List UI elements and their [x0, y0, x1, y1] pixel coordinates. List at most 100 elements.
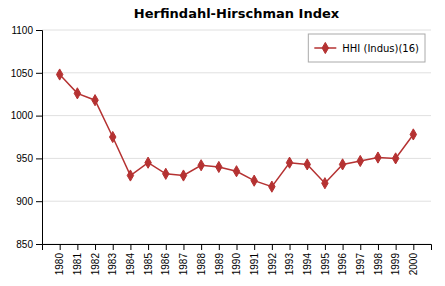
- tick-label: 1999: [390, 253, 401, 276]
- tick-label: 1983: [107, 253, 118, 276]
- tick-label: 1984: [125, 253, 136, 276]
- tick-label: 1993: [284, 253, 295, 276]
- point: [92, 95, 98, 106]
- tick-label: 1998: [373, 253, 384, 276]
- tick: 1980: [54, 244, 65, 275]
- tick-label: 1996: [337, 253, 348, 276]
- plot-area: [56, 69, 416, 192]
- tick-mark: [360, 244, 361, 250]
- tick-label: 950: [16, 153, 33, 164]
- chart-container: Herfindahl-Hirschman Index 1980 1981 1982 19…: [0, 0, 445, 286]
- point: [74, 88, 80, 99]
- point: [198, 160, 204, 171]
- tick: 1986: [160, 244, 171, 275]
- point: [127, 170, 133, 181]
- point: [357, 155, 363, 166]
- tick-mark: [307, 244, 308, 250]
- tick-label: 1997: [355, 253, 366, 276]
- legend-label: HHI (Indus)(16): [342, 43, 419, 54]
- tick: 1992: [267, 244, 278, 275]
- tick-mark: [95, 244, 96, 250]
- tick-mark: [36, 73, 42, 74]
- tick-label: 1994: [302, 253, 313, 276]
- tick: 1989: [214, 244, 225, 275]
- tick-label: 1980: [54, 253, 65, 276]
- tick: 950: [16, 153, 42, 164]
- tick: 2000: [408, 244, 419, 275]
- tick-mark: [166, 244, 167, 250]
- tick-mark: [290, 244, 291, 250]
- tick-label: 1990: [231, 253, 242, 276]
- y-axis: 850 900 950 1000 1050 1100: [11, 25, 43, 250]
- tick-mark: [77, 244, 78, 250]
- tick-mark: [413, 244, 414, 250]
- line: [60, 75, 414, 187]
- markers: [56, 69, 416, 192]
- tick-mark: [343, 244, 344, 250]
- tick-mark: [183, 244, 184, 250]
- tick: 1000: [11, 110, 42, 121]
- tick-mark: [219, 244, 220, 250]
- tick-mark: [272, 244, 273, 250]
- tick-mark: [396, 244, 397, 250]
- point: [269, 181, 275, 192]
- chart: Herfindahl-Hirschman Index 1980 1981 1982 19…: [0, 0, 445, 286]
- title: Herfindahl-Hirschman Index: [134, 6, 340, 21]
- tick-mark: [237, 244, 238, 250]
- tick-label: 1989: [214, 253, 225, 276]
- tick-label: 1992: [267, 253, 278, 276]
- point: [251, 175, 257, 186]
- tick: 1983: [107, 244, 118, 275]
- tick-mark: [113, 244, 114, 250]
- point: [375, 152, 381, 163]
- tick: 1997: [355, 244, 366, 275]
- axis-line: [36, 31, 43, 245]
- tick-label: 1050: [11, 68, 34, 79]
- tick-mark: [60, 244, 61, 250]
- tick: 1994: [302, 244, 313, 275]
- tick: 1982: [90, 244, 101, 275]
- point: [322, 178, 328, 189]
- legend: HHI (Indus)(16): [308, 34, 425, 62]
- point: [216, 161, 222, 172]
- grid-line: [42, 30, 431, 31]
- tick-mark: [378, 244, 379, 250]
- tick: 1100: [11, 25, 42, 36]
- tick-mark: [36, 116, 42, 117]
- tick-mark: [36, 30, 42, 31]
- tick: 1998: [373, 244, 384, 275]
- tick-mark: [201, 244, 202, 250]
- tick-label: 1995: [320, 253, 331, 276]
- tick: 1996: [337, 244, 348, 275]
- legend-marker: [322, 42, 328, 53]
- tick: 1990: [231, 244, 242, 275]
- tick-label: 1991: [249, 253, 260, 276]
- tick-label: 1986: [160, 253, 171, 276]
- tick-label: 850: [16, 239, 33, 250]
- point: [286, 157, 292, 168]
- tick-mark: [36, 244, 42, 245]
- tick-label: 1985: [143, 253, 154, 276]
- tick: 1050: [11, 68, 42, 79]
- tick-label: 1988: [196, 253, 207, 276]
- tick: 1987: [178, 244, 189, 275]
- tick-label: 1981: [72, 253, 83, 276]
- tick-mark: [36, 158, 42, 159]
- grid-line: [42, 72, 431, 73]
- grid-line: [42, 201, 431, 202]
- point: [56, 69, 62, 80]
- point: [233, 166, 239, 177]
- tick: 1981: [72, 244, 83, 275]
- tick-label: 900: [16, 196, 33, 207]
- tick-mark: [148, 244, 149, 250]
- tick-label: 1000: [11, 110, 34, 121]
- tick: 850: [16, 239, 42, 250]
- point: [410, 129, 416, 140]
- tick: 1988: [196, 244, 207, 275]
- grid-line: [42, 115, 431, 116]
- legend-item: HHI (Indus)(16): [314, 42, 419, 53]
- tick: 1999: [390, 244, 401, 275]
- tick-label: 1100: [11, 25, 33, 36]
- tick-label: 1987: [178, 253, 189, 276]
- point: [392, 153, 398, 164]
